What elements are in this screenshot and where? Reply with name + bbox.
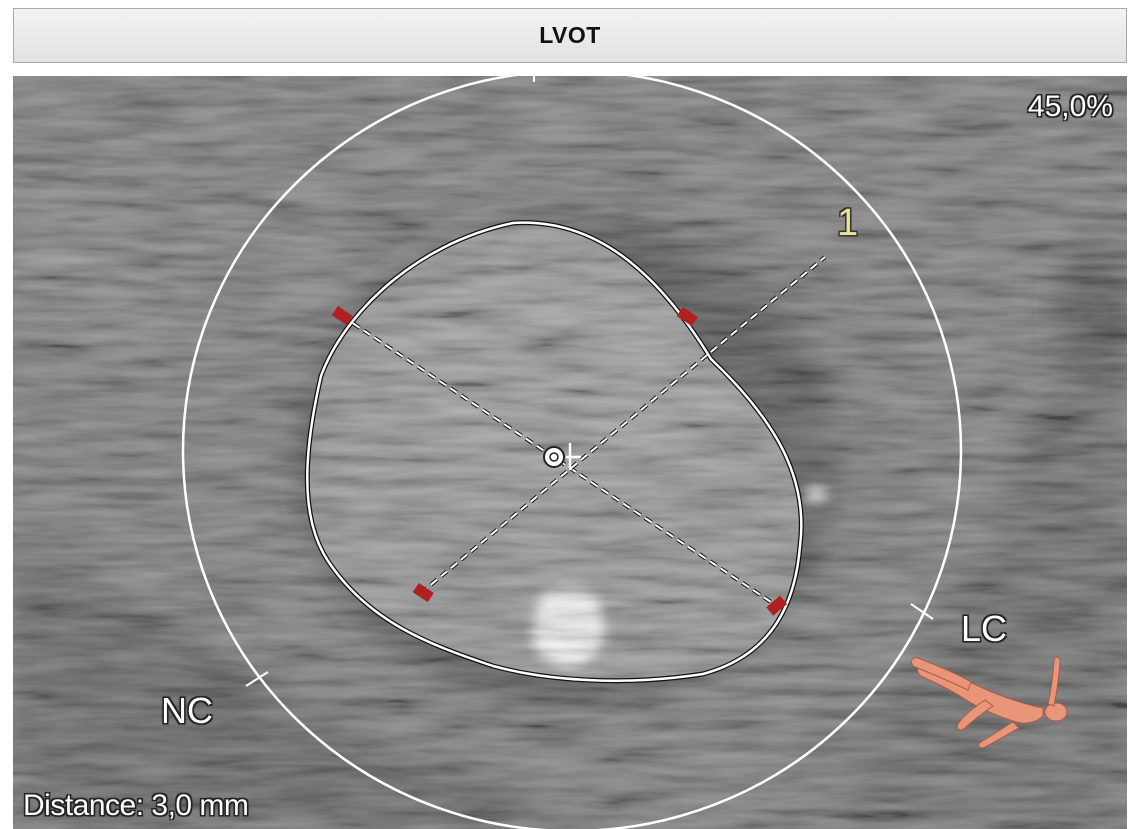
view-title: LVOT [539,22,601,48]
circle-tick-lc [910,603,934,620]
ct-image [13,76,1127,829]
phase-percentage: 45,0% [1027,90,1113,123]
patient-orientation-icon[interactable] [910,656,1068,749]
diameter-marker-label: 1 [837,202,859,244]
center-crosshair-icon[interactable] [543,443,581,470]
view-title-bar: LVOT [13,8,1127,63]
cusp-label-lc: LC [961,608,1008,649]
circle-tick-nc [245,671,269,687]
distance-readout: Distance: 3,0 mm [23,789,249,822]
ct-viewport[interactable]: 45,0% 1 NC LC Distance: 3,0 mm [13,76,1127,829]
cusp-label-nc: NC [161,690,213,731]
diameter-endpoint-handles[interactable] [331,305,788,616]
annulus-outline[interactable] [306,221,803,682]
reference-circle[interactable] [181,76,963,829]
